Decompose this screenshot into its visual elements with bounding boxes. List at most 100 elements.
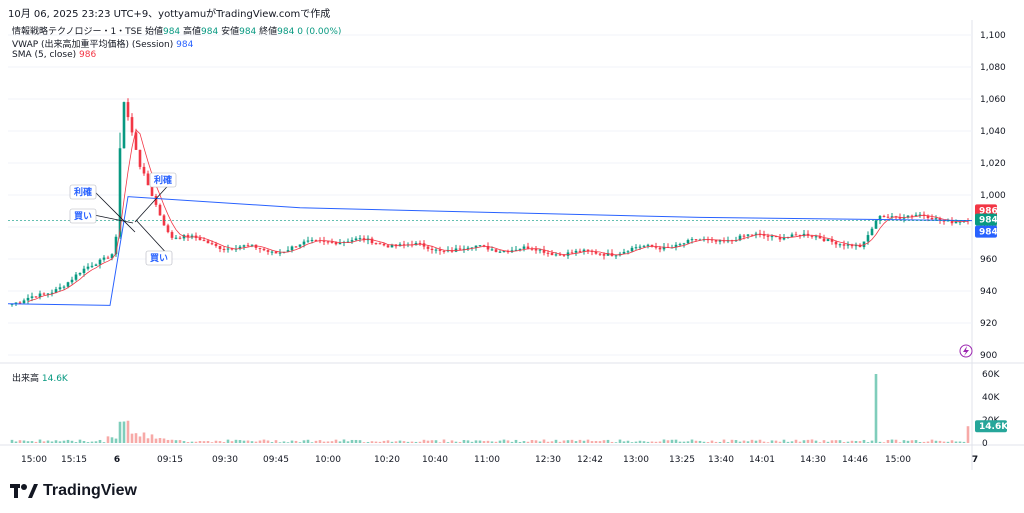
candle-body (374, 243, 378, 245)
price-tick-label: 1,020 (980, 159, 1006, 169)
candle-body (50, 292, 54, 294)
volume-bar (190, 441, 194, 443)
candle-body (442, 250, 446, 252)
candle-body (238, 246, 242, 249)
candle-body (678, 244, 682, 246)
volume-bar (718, 441, 722, 443)
volume-bar (170, 439, 174, 443)
candle-body (538, 249, 542, 251)
price-tick-label: 1,040 (980, 127, 1006, 137)
volume-bar (118, 421, 122, 443)
volume-bar (646, 441, 650, 443)
candle-body (298, 244, 302, 247)
volume-bar (78, 439, 82, 443)
candle-body (186, 235, 190, 238)
volume-bar (578, 439, 582, 443)
candle-body (738, 235, 742, 241)
time-tick-label: 10:20 (374, 455, 400, 465)
candle-body (662, 246, 666, 250)
candle-body (126, 102, 130, 118)
candle-body (462, 248, 466, 250)
candle-body (402, 244, 406, 246)
trade-annotation: 利確 (134, 172, 177, 223)
volume-bar (750, 439, 754, 443)
candle-body (34, 296, 38, 298)
trade-annotation: 利確 (69, 184, 136, 233)
candle-body (38, 293, 42, 298)
volume-bar (514, 439, 518, 443)
tradingview-wordmark: TradingView (43, 482, 137, 499)
candle-body (834, 241, 838, 245)
volume-bar (90, 441, 94, 443)
candle-body (386, 245, 390, 248)
candle-body (910, 215, 914, 217)
sma-legend[interactable]: SMA (5, close) 986 (12, 50, 96, 60)
volume-bar (70, 440, 74, 443)
candle-body (534, 249, 538, 251)
candle-body (846, 244, 850, 246)
symbol-legend[interactable]: 情報戦略テクノロジー・1・TSE 始値984 高値984 安値984 終値984… (12, 24, 341, 37)
volume-bar (902, 440, 906, 443)
candle-body (426, 246, 430, 249)
candle-body (658, 247, 662, 250)
volume-bar (870, 440, 874, 443)
candle-body (522, 246, 526, 249)
volume-bar (246, 440, 250, 443)
time-tick-label: 09:15 (157, 455, 183, 465)
volume-bar (858, 441, 862, 443)
volume-bar (802, 440, 806, 443)
candle-body (246, 245, 250, 247)
candle-body (314, 239, 318, 241)
candle-body (178, 237, 182, 239)
volume-tick-label: 40K (982, 393, 1000, 403)
annotation-label: 利確 (153, 174, 172, 186)
volume-bar (510, 441, 514, 443)
candle-body (270, 251, 274, 253)
volume-bar (690, 439, 694, 443)
volume-bar (102, 442, 106, 443)
volume-bar (454, 441, 458, 443)
candle-body (958, 221, 962, 223)
volume-bar (46, 440, 50, 443)
candle-body (222, 248, 226, 250)
candle-body (830, 239, 834, 242)
ohlc-value-2: 984 (239, 27, 257, 37)
volume-bar (406, 441, 410, 443)
volume-legend[interactable]: 出来高 14.6K (12, 371, 68, 384)
volume-bar (662, 439, 666, 443)
volume-bar (930, 439, 934, 443)
annotation-pointer (93, 214, 134, 224)
volume-bar (250, 441, 254, 443)
volume-bar (658, 441, 662, 443)
candle-body (362, 238, 366, 241)
vwap-legend[interactable]: VWAP (出来高加重平均価格) (Session) 984 (12, 37, 193, 50)
volume-bar (110, 437, 114, 443)
volume-bar (746, 441, 750, 443)
volume-bar (566, 440, 570, 443)
volume-label: 出来高 (12, 374, 40, 384)
price-tick-label: 920 (980, 319, 997, 329)
candle-body (22, 300, 26, 304)
volume-bar (850, 440, 854, 443)
volume-bar (862, 439, 866, 443)
volume-bar (466, 440, 470, 443)
ohlc-label-2: 安値 (218, 27, 240, 37)
symbol-name: 情報戦略テクノロジー・1・TSE (12, 27, 143, 37)
candle-body (370, 238, 374, 244)
candle-body (874, 220, 878, 229)
candle-body (502, 251, 506, 253)
candle-body (818, 236, 822, 239)
candle-body (122, 102, 126, 149)
time-tick-label: 15:15 (61, 455, 87, 465)
volume-bar (846, 441, 850, 443)
candle-body (774, 236, 778, 238)
annotation-box (69, 208, 97, 224)
candle-body (278, 252, 282, 254)
candle-body (694, 239, 698, 241)
volume-bar (426, 440, 430, 443)
volume-bar (546, 441, 550, 443)
candle-body (518, 248, 522, 250)
volume-bar (534, 440, 538, 443)
ohlc-label-0: 始値 (144, 27, 163, 37)
